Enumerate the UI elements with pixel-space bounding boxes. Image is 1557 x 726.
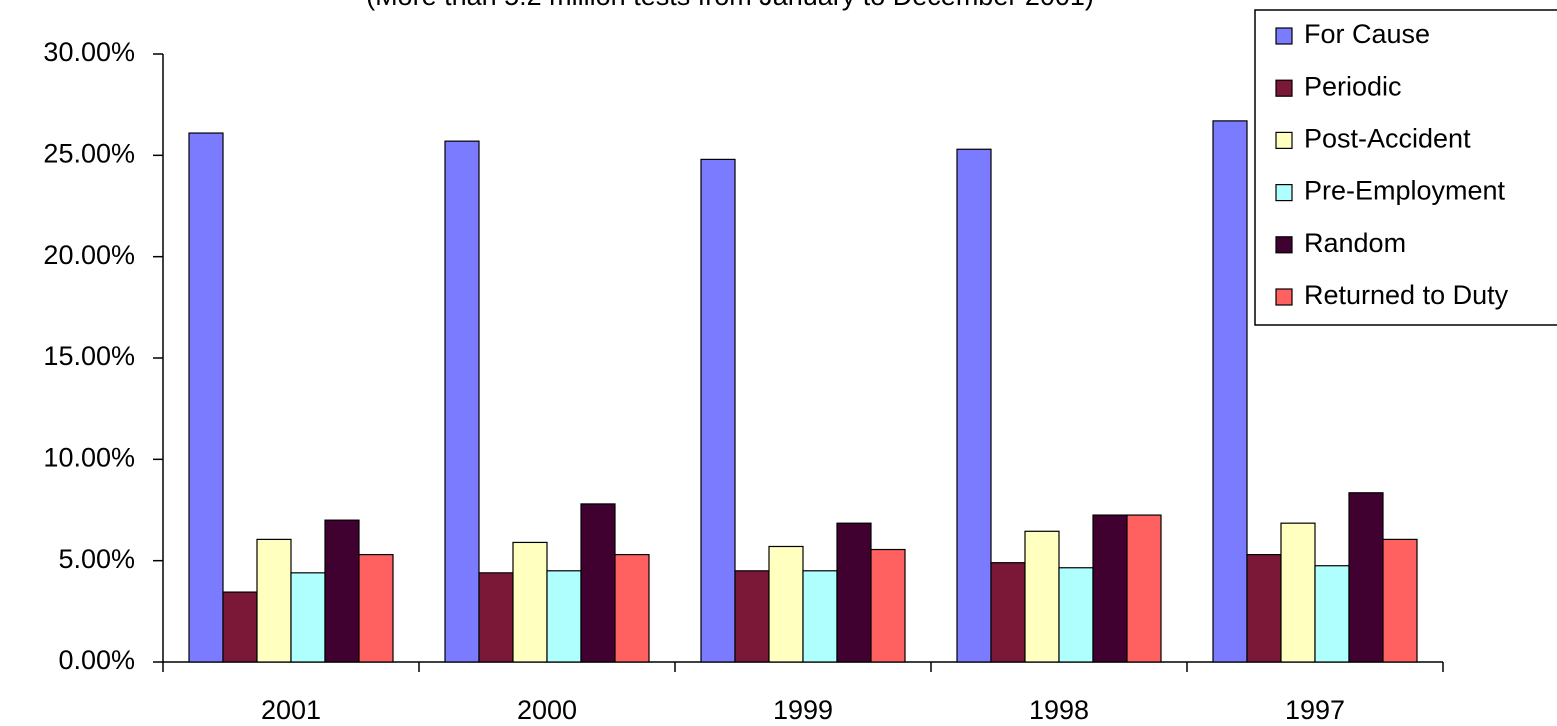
- y-tick-label: 30.00%: [43, 37, 135, 67]
- legend-label: Post-Accident: [1304, 124, 1471, 154]
- y-tick-label: 0.00%: [58, 645, 135, 675]
- bar: [358, 553, 394, 663]
- x-tick-label: 1997: [1285, 695, 1345, 725]
- legend-label: For Cause: [1304, 19, 1430, 49]
- legend-swatch: [1275, 184, 1293, 202]
- bar: [222, 591, 258, 663]
- bar: [1280, 522, 1316, 663]
- legend-swatch: [1275, 27, 1293, 45]
- y-tick-label: 5.00%: [58, 544, 135, 574]
- bar: [614, 553, 650, 663]
- bar: [802, 570, 838, 663]
- bar: [768, 545, 804, 663]
- legend-swatch: [1275, 131, 1293, 149]
- legend-swatch: [1275, 236, 1293, 254]
- bar: [1382, 538, 1418, 663]
- bar: [1314, 565, 1350, 663]
- y-tick-label: 20.00%: [43, 240, 135, 270]
- bar: [990, 562, 1026, 663]
- bar: [188, 132, 224, 663]
- legend-label: Random: [1304, 228, 1406, 258]
- legend-swatch: [1275, 79, 1293, 97]
- bar: [1212, 120, 1248, 663]
- bar: [546, 570, 582, 663]
- bar: [478, 572, 514, 663]
- y-tick-label: 25.00%: [43, 138, 135, 168]
- bar: [444, 140, 480, 663]
- bar: [580, 503, 616, 663]
- bar: [324, 519, 360, 663]
- bar: [1348, 492, 1384, 663]
- chart-subtitle: (More than 5.2 million tests from Januar…: [366, 0, 1094, 11]
- bar: [734, 570, 770, 663]
- legend-swatch: [1275, 288, 1293, 306]
- bar: [1058, 567, 1094, 663]
- legend-label: Pre-Employment: [1304, 176, 1506, 206]
- bar: [512, 541, 548, 663]
- bar: [836, 522, 872, 663]
- bar: [256, 538, 292, 663]
- y-tick-label: 10.00%: [43, 442, 135, 472]
- bar: [870, 548, 906, 663]
- bar: [1092, 514, 1128, 663]
- x-tick-label: 2000: [517, 695, 577, 725]
- legend-label: Periodic: [1304, 71, 1402, 101]
- bar: [700, 158, 736, 663]
- bar: [1024, 530, 1060, 663]
- x-tick-label: 2001: [261, 695, 321, 725]
- y-tick-label: 15.00%: [43, 341, 135, 371]
- x-tick-label: 1998: [1029, 695, 1089, 725]
- legend-box: [1254, 9, 1557, 326]
- bar: [1126, 514, 1162, 663]
- bar: [290, 572, 326, 663]
- legend-label: Returned to Duty: [1304, 280, 1509, 310]
- bar: [956, 148, 992, 663]
- bar: [1246, 553, 1282, 663]
- x-tick-label: 1999: [773, 695, 833, 725]
